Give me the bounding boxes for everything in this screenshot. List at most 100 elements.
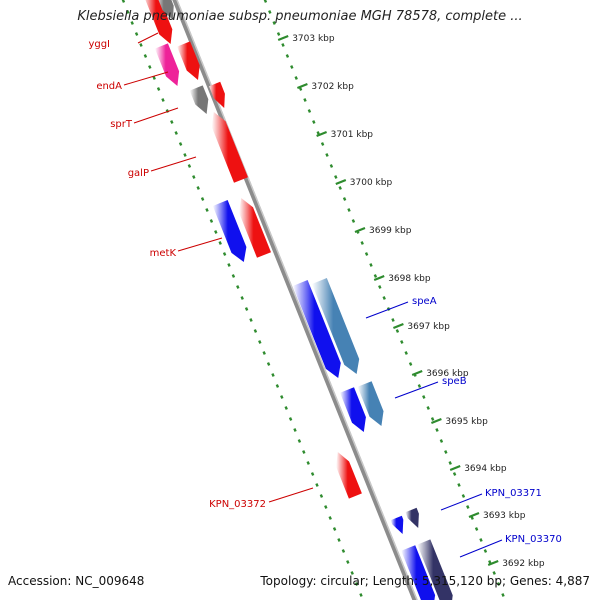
gene-KPN-03370: [401, 545, 436, 600]
tick-dot: [483, 549, 488, 553]
tick-dot: [354, 582, 359, 586]
gene-leader-line: [177, 237, 223, 252]
tick-dot: [369, 263, 373, 267]
tick-dot: [205, 208, 209, 212]
tick-dot: [187, 164, 192, 168]
tick-dot: [183, 153, 187, 157]
tick-dot: [130, 21, 134, 25]
tick-dot: [479, 538, 483, 542]
tick-dot: [341, 549, 346, 553]
tick-dot: [294, 76, 298, 80]
tick-dot: [395, 329, 400, 333]
gene-label: yggI: [88, 39, 110, 50]
gene-leader-line: [133, 107, 179, 124]
gene-endA-body: [154, 43, 180, 86]
backbone-line: [172, 0, 418, 600]
gene-leader-line: [394, 381, 439, 399]
tick-dot: [501, 593, 505, 597]
tick-dot: [280, 395, 284, 399]
tick-dot: [262, 351, 266, 355]
tick-dot: [404, 351, 408, 355]
scale-label: 3693 kbp: [483, 511, 526, 521]
scale-tick: [449, 464, 461, 472]
gene-label: endA: [96, 81, 122, 92]
gene-leader-line: [459, 539, 503, 558]
scale-label: 3699 kbp: [369, 226, 412, 236]
gene-label: metK: [150, 248, 177, 259]
gene-metK: [212, 200, 247, 262]
tick-dot: [192, 175, 196, 179]
gene-KPN-03371: [390, 515, 404, 534]
gene-leader-line: [150, 156, 197, 172]
tick-dot: [439, 439, 444, 443]
tick-dot: [263, 0, 268, 3]
tick-dot: [400, 340, 404, 344]
tick-dot: [426, 406, 430, 410]
scale-label: 3701 kbp: [331, 130, 374, 140]
topology-text: Topology: circular; Length: 5,315,120 bp…: [260, 574, 590, 588]
gene-prior-gray: [158, 0, 174, 20]
scale-label: 3694 kbp: [464, 464, 507, 474]
tick-dot: [196, 186, 200, 190]
scale-label: 3696 kbp: [426, 369, 469, 379]
scale-tick: [487, 559, 499, 567]
tick-dot: [307, 109, 312, 113]
tick-dot: [126, 10, 130, 14]
tick-dot: [332, 527, 337, 531]
scale-label: 3692 kbp: [502, 559, 545, 569]
scale-label: 3700 kbp: [350, 178, 393, 188]
tick-dot: [337, 538, 341, 542]
gene-label: speA: [412, 296, 437, 307]
tick-dot: [236, 285, 240, 289]
tick-dot: [347, 208, 351, 212]
gene-label: sprT: [110, 119, 133, 130]
tick-dot: [312, 120, 316, 124]
gene-label: KPN_03371: [485, 488, 542, 499]
tick-dot: [222, 252, 227, 256]
tick-dot: [351, 219, 356, 223]
tick-dot: [272, 21, 276, 25]
tick-dot: [391, 318, 395, 322]
scale-tick: [468, 511, 480, 519]
tick-dot: [457, 483, 461, 487]
tick-dot: [496, 582, 501, 586]
tick-dot: [293, 428, 297, 432]
tick-dot: [253, 329, 258, 333]
gene-leader-line: [123, 71, 169, 86]
tick-dot: [378, 285, 382, 289]
gene-galP: [211, 112, 248, 183]
tick-dot: [444, 450, 448, 454]
tick-dot: [268, 10, 272, 14]
gene-label: galP: [128, 168, 149, 179]
gene-endA: [177, 41, 200, 80]
tick-dot: [328, 516, 332, 520]
tick-dot: [266, 362, 271, 366]
tick-dot: [382, 296, 386, 300]
gene-leader-line: [440, 493, 483, 511]
tick-dot: [240, 296, 244, 300]
gene-leader-line: [268, 487, 314, 503]
tick-dot: [214, 230, 218, 234]
tick-dot: [303, 98, 307, 102]
tick-dot: [461, 494, 466, 498]
gene-label: speB: [442, 376, 467, 387]
backbone-highlight: [176, 0, 418, 600]
tick-dot: [302, 450, 306, 454]
tick-dot: [488, 560, 492, 564]
gene-KPN-03370-partner: [417, 539, 453, 600]
gene-leader-line: [137, 32, 159, 44]
tick-dot: [316, 131, 320, 135]
tick-dot: [148, 65, 152, 69]
gene-KPN-03371-partner: [405, 507, 419, 528]
tick-dot: [170, 120, 174, 124]
scale-tick: [373, 274, 385, 282]
tick-dot: [452, 472, 457, 476]
tick-dot: [373, 274, 378, 278]
tick-dot: [435, 428, 439, 432]
tick-dot: [258, 340, 262, 344]
scale-label: 3698 kbp: [388, 274, 431, 284]
scale-tick: [296, 82, 308, 90]
tick-dot: [288, 417, 293, 421]
scale-label: 3695 kbp: [445, 417, 488, 427]
tick-dot: [315, 483, 319, 487]
